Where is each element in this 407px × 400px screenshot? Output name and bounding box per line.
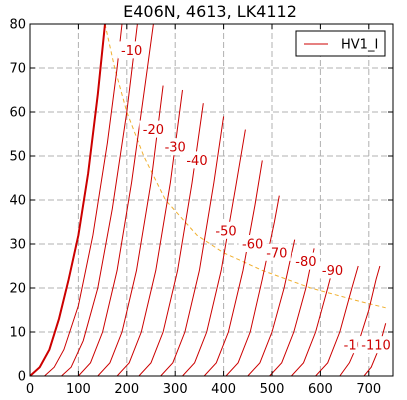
curve-label: -10 [117,41,146,59]
y-tick-label: 20 [9,282,26,297]
y-tick-label: 60 [9,106,26,121]
curve-label: -110 [358,336,395,354]
y-tick-label: 70 [9,62,26,77]
x-tick-label: 500 [260,382,285,397]
curve--20 [61,24,138,376]
curve-label-text: -50 [215,224,236,239]
curve-label-text: -70 [266,246,287,261]
curve-labels: -10-20-30-40-50-60-70-80-90-10-110 [117,41,395,354]
load-line-path [104,24,386,309]
curve-label-bg [318,261,347,279]
curve-label: -90 [318,261,347,279]
curve-label: -30 [161,138,190,156]
curve-label-bg [117,41,146,59]
curve--110 [247,239,296,376]
curve-label: -50 [212,221,241,239]
curve-label-bg [262,243,291,261]
x-tick-label: 400 [211,382,236,397]
curve--90 [203,160,263,376]
curve-label-bg [139,120,168,138]
x-tick-label: 300 [163,382,188,397]
chart-title: E406N, 4613, LK4112 [123,2,297,21]
curve-label: -70 [262,243,291,261]
curve-label-bg [182,151,211,169]
y-tick-label: 50 [9,150,26,165]
load-line [104,24,386,309]
ticks: 0 100 200 300 400 500 600 700 0 10 20 30 40 50 60 70 80 [9,18,393,397]
y-tick-label: 30 [9,238,26,253]
curve--100 [225,195,280,376]
curves [30,24,387,376]
curve-label-text: -90 [322,264,343,279]
curve-label-bg [291,252,320,270]
curve-label-text: -40 [186,154,207,169]
curve--70 [160,116,225,376]
x-tick-label: 100 [66,382,91,397]
curve-label: -20 [139,120,168,138]
y-tick-label: 80 [9,18,26,33]
curve-label: -40 [182,151,211,169]
curve--30 [78,24,154,376]
legend: HV1_I [295,30,386,57]
curve-label-text: -110 [361,339,391,354]
curve--10 [44,24,123,376]
curve--120 [269,248,315,376]
curve-label-bg [358,336,395,354]
legend-entry: HV1_I [341,38,378,53]
curve-label-bg [161,138,190,156]
grid [30,24,393,376]
curve-label-text: -30 [165,141,186,156]
x-tick-label: 600 [308,382,333,397]
y-tick-label: 40 [9,194,26,209]
x-tick-label: 700 [356,382,381,397]
curve-label: -60 [238,235,267,253]
curve-label-bg [238,235,267,252]
curve-label: -80 [291,252,320,270]
curve-label-text: -80 [295,255,316,270]
curve-0 [30,24,106,376]
y-tick-label: 0 [18,370,26,385]
curve-label-text: -10 [121,44,142,59]
curve--130 [291,265,334,376]
curve--50 [116,89,183,376]
curve--60 [138,103,204,376]
curve-label-text: -60 [242,238,263,253]
x-tick-label: 200 [114,382,139,397]
curve--80 [182,129,246,376]
y-tick-label: 10 [9,326,26,341]
x-tick-label: 0 [26,382,34,397]
curve-label-bg [212,221,241,239]
curve--150 [339,265,381,376]
curve--40 [97,85,164,376]
curve-label-text: -20 [143,123,164,138]
curve--140 [315,265,359,376]
